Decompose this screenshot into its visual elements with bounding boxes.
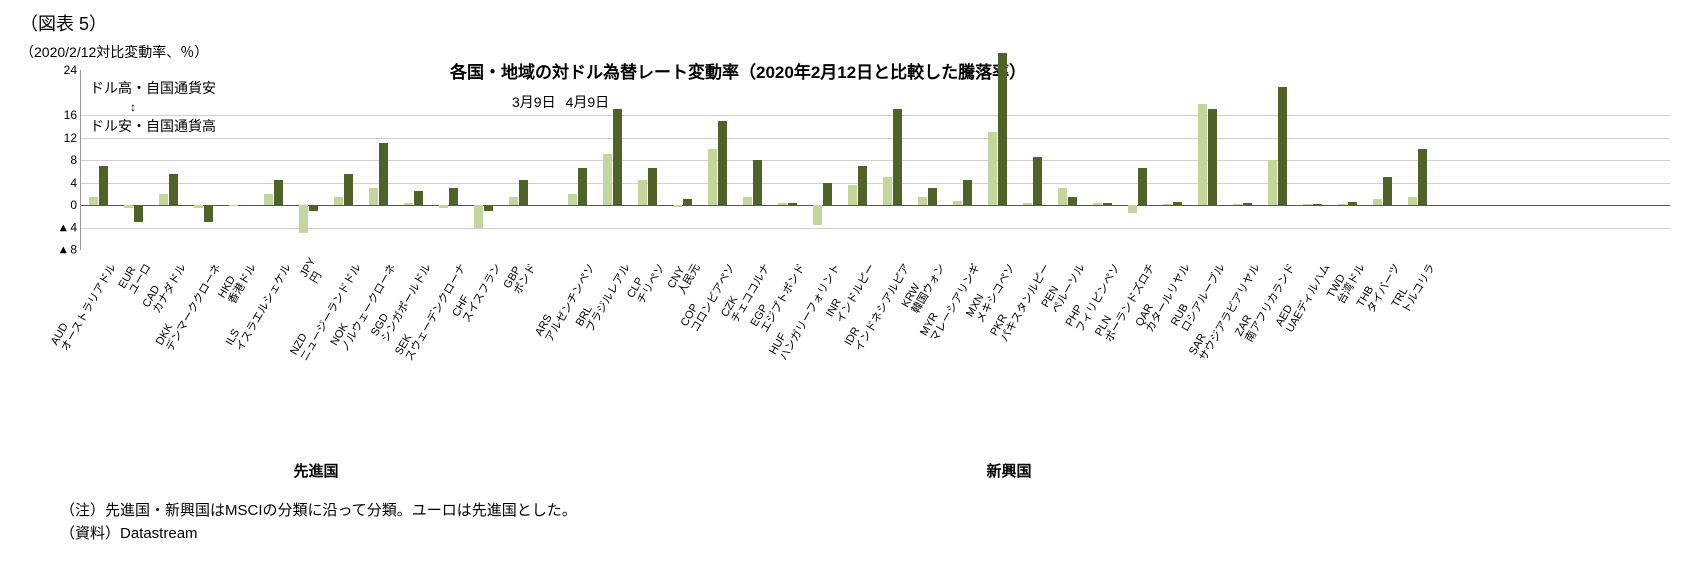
xlabel-CLP: CLP チリペソ bbox=[625, 256, 668, 306]
bar-CAD-s1 bbox=[159, 194, 168, 205]
bar-SEK-s2 bbox=[449, 188, 458, 205]
ytick-label: ▲ 8 bbox=[43, 243, 77, 258]
bar-MYR-s1 bbox=[953, 201, 962, 206]
bar-ILS-s2 bbox=[274, 180, 283, 205]
bar-JPY-s1 bbox=[299, 205, 308, 233]
bar-CHF-s1 bbox=[474, 205, 483, 228]
bar-GBP-s1 bbox=[509, 197, 518, 205]
bar-JPY-s2 bbox=[309, 205, 318, 211]
bar-IDR-s1 bbox=[883, 177, 892, 205]
bar-PEN-s1 bbox=[1058, 188, 1067, 205]
bar-CLP-s1 bbox=[638, 180, 647, 205]
bar-KRW-s1 bbox=[918, 197, 927, 205]
ytick-label: 4 bbox=[43, 176, 77, 190]
bar-CZK-s1 bbox=[743, 197, 752, 205]
ytick-label: 0 bbox=[43, 198, 77, 212]
bar-MXN-s1 bbox=[988, 132, 997, 205]
figure-label: （図表 5） bbox=[20, 10, 1686, 36]
chart-area: ▲ 8▲ 4048121624 AUD オーストラリアドルEUR ユーロCAD … bbox=[40, 70, 1680, 280]
ytick-label: ▲ 4 bbox=[43, 220, 77, 235]
bar-EUR-s1 bbox=[124, 205, 133, 208]
bar-NOK-s2 bbox=[379, 143, 388, 205]
bar-ILS-s1 bbox=[264, 194, 273, 205]
bar-PKR-s1 bbox=[1023, 203, 1032, 205]
bar-MYR-s2 bbox=[963, 180, 972, 205]
ytick-label: 16 bbox=[43, 108, 77, 122]
bar-NOK-s1 bbox=[369, 188, 378, 205]
plot-region: ▲ 8▲ 4048121624 bbox=[80, 70, 1670, 250]
bar-SAR-s1 bbox=[1233, 204, 1242, 205]
bar-ARS-s1 bbox=[568, 194, 577, 205]
bar-EUR-s2 bbox=[134, 205, 143, 222]
bar-CAD-s2 bbox=[169, 174, 178, 205]
bar-EGP-s2 bbox=[788, 203, 797, 205]
bar-AED-s2 bbox=[1313, 204, 1322, 205]
bar-ZAR-s1 bbox=[1268, 160, 1277, 205]
bar-DKK-s2 bbox=[204, 205, 213, 222]
bar-INR-s2 bbox=[858, 166, 867, 205]
bar-QAR-s2 bbox=[1173, 202, 1182, 205]
bar-SAR-s2 bbox=[1243, 203, 1252, 205]
bars-layer bbox=[81, 70, 1670, 250]
bar-PLN-s1 bbox=[1128, 205, 1137, 213]
bar-TWD-s2 bbox=[1348, 202, 1357, 205]
bar-PEN-s2 bbox=[1068, 197, 1077, 205]
bar-SEK-s1 bbox=[439, 205, 448, 208]
bar-RUB-s2 bbox=[1208, 109, 1217, 205]
bar-GBP-s2 bbox=[519, 180, 528, 205]
bar-PLN-s2 bbox=[1138, 168, 1147, 205]
xlabel-GBP: GBP ポンド bbox=[501, 256, 538, 297]
ytick-label: 8 bbox=[43, 153, 77, 167]
bar-DKK-s1 bbox=[194, 205, 203, 208]
bar-SGD-s2 bbox=[414, 191, 423, 205]
bar-AED-s1 bbox=[1303, 204, 1312, 205]
bar-ARS-s2 bbox=[578, 168, 587, 205]
bar-PHP-s2 bbox=[1103, 203, 1112, 205]
bar-IDR-s2 bbox=[893, 109, 902, 205]
bar-CNY-s2 bbox=[683, 199, 692, 205]
bar-AUD-s2 bbox=[99, 166, 108, 205]
footnote-2: （資料）Datastream bbox=[60, 523, 577, 546]
bar-TWD-s1 bbox=[1338, 204, 1347, 205]
bar-TRL-s2 bbox=[1418, 149, 1427, 205]
bar-HKD-s2 bbox=[239, 205, 248, 206]
xlabel-JPY: JPY 円 bbox=[297, 256, 328, 286]
bar-CZK-s2 bbox=[753, 160, 762, 205]
x-axis-labels: AUD オーストラリアドルEUR ユーロCAD カナダドルDKK デンマーククロ… bbox=[80, 256, 1670, 436]
xlabel-AUD: AUD オーストラリアドル bbox=[48, 256, 118, 353]
bar-KRW-s2 bbox=[928, 188, 937, 205]
bar-THB-s1 bbox=[1373, 199, 1382, 205]
footnotes: （注）先進国・新興国はMSCIの分類に沿って分類。ユーロは先進国とした。 （資料… bbox=[60, 500, 577, 545]
bar-HUF-s2 bbox=[823, 183, 832, 206]
bar-COP-s1 bbox=[708, 149, 717, 205]
bar-HUF-s1 bbox=[813, 205, 822, 225]
bar-NZD-s1 bbox=[334, 197, 343, 205]
bar-AUD-s1 bbox=[89, 197, 98, 205]
bar-BRL-s2 bbox=[613, 109, 622, 205]
bar-THB-s2 bbox=[1383, 177, 1392, 205]
ytick-label: 12 bbox=[43, 131, 77, 145]
bar-INR-s1 bbox=[848, 185, 857, 205]
group2-label: 新興国 bbox=[987, 460, 1032, 481]
bar-HKD-s1 bbox=[229, 205, 238, 206]
bar-EGP-s1 bbox=[778, 203, 787, 205]
bar-TRL-s1 bbox=[1408, 197, 1417, 205]
bar-COP-s2 bbox=[718, 121, 727, 205]
bar-ZAR-s2 bbox=[1278, 87, 1287, 205]
bar-NZD-s2 bbox=[344, 174, 353, 205]
bar-PKR-s2 bbox=[1033, 157, 1042, 205]
group1-label: 先進国 bbox=[294, 460, 339, 481]
ytick-label: 24 bbox=[43, 63, 77, 77]
bar-CHF-s2 bbox=[484, 205, 493, 211]
bar-PHP-s1 bbox=[1093, 203, 1102, 205]
bar-QAR-s1 bbox=[1163, 204, 1172, 205]
bar-MXN-s2 bbox=[998, 53, 1007, 205]
bar-BRL-s1 bbox=[603, 154, 612, 205]
bar-CLP-s2 bbox=[648, 168, 657, 205]
bar-CNY-s1 bbox=[673, 205, 682, 207]
bar-SGD-s1 bbox=[404, 203, 413, 205]
bar-RUB-s1 bbox=[1198, 104, 1207, 205]
footnote-1: （注）先進国・新興国はMSCIの分類に沿って分類。ユーロは先進国とした。 bbox=[60, 500, 577, 523]
